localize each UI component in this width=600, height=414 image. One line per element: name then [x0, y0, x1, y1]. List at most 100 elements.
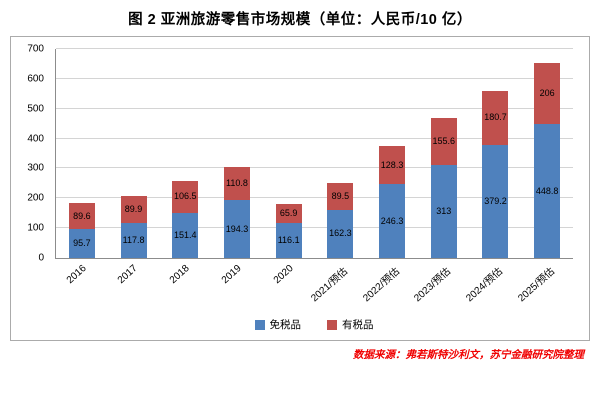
gridline — [56, 167, 573, 169]
data-label: 65.9 — [279, 208, 298, 218]
gridline — [56, 77, 573, 79]
bar-stack: 89.9 117.8 — [120, 49, 147, 258]
bar-group: 110.8 194.3 — [211, 49, 263, 258]
gridline — [56, 197, 573, 199]
bar-group: 89.6 95.7 — [56, 49, 108, 258]
bar-stack: 65.9 116.1 — [275, 49, 302, 258]
data-label: 162.3 — [329, 228, 352, 239]
data-label: 89.9 — [124, 203, 143, 214]
data-label: 246.3 — [380, 215, 404, 226]
x-tick-cell: 2018 — [159, 259, 211, 315]
bar-segment-taxed[interactable]: 206 — [534, 62, 561, 125]
y-tick-label: 700 — [27, 43, 44, 55]
x-tick-cell: 2023/预估 — [413, 259, 470, 315]
x-tick-label: 2016 — [64, 263, 89, 287]
bar-group: 206 448.8 — [521, 49, 573, 258]
bar-segment-duty-free[interactable]: 379.2 — [482, 144, 509, 258]
x-tick-cell: 2019 — [210, 259, 262, 315]
data-label: 89.6 — [73, 210, 91, 221]
legend-swatch-duty-free — [254, 319, 265, 330]
bar-segment-taxed[interactable]: 89.5 — [327, 182, 354, 210]
bar-segment-duty-free[interactable]: 116.1 — [275, 223, 302, 258]
data-label: 194.3 — [225, 223, 249, 234]
chart-title: 图 2 亚洲旅游零售市场规模（单位：人民币/10 亿） — [128, 12, 472, 28]
data-source: 数据来源：弗若斯特沙利文，苏宁金融研究院整理 — [353, 349, 584, 361]
bar-group: 180.7 379.2 — [470, 49, 522, 258]
x-axis: 2016 2017 2018 2019 2020 2021/预估 2022/预估 2023/预… — [55, 259, 573, 315]
gridline — [56, 107, 573, 109]
bar-segment-taxed[interactable]: 155.6 — [430, 118, 457, 165]
y-tick-label: 500 — [27, 103, 44, 115]
data-label: 89.5 — [331, 190, 350, 201]
bar-segment-taxed[interactable]: 180.7 — [482, 90, 509, 145]
bar-stack: 155.6 313 — [430, 49, 457, 258]
bar-segment-duty-free[interactable]: 194.3 — [223, 200, 250, 258]
bar-group: 128.3 246.3 — [366, 49, 418, 258]
data-label: 151.4 — [173, 229, 197, 240]
bar-stack: 89.6 95.7 — [68, 49, 95, 258]
data-label: 116.1 — [277, 235, 300, 246]
plot-area: 0 100 200 300 400 500 600 700 89.6 95.7 89.9 117.8… — [27, 44, 573, 264]
bar-group: 106.5 151.4 — [159, 49, 211, 258]
gridlines — [56, 48, 573, 258]
bar-segment-taxed[interactable]: 110.8 — [223, 166, 250, 200]
bar-stack: 106.5 151.4 — [172, 49, 199, 258]
bar-segment-duty-free[interactable]: 313 — [430, 164, 457, 258]
gridline — [56, 227, 573, 229]
data-label: 448.8 — [535, 185, 559, 196]
data-label: 106.5 — [173, 191, 197, 202]
legend-swatch-taxed — [327, 319, 337, 330]
bars-container: 89.6 95.7 89.9 117.8 106.5 151.4 110.8 194.3 65.… — [56, 49, 573, 258]
data-label: 128.3 — [380, 159, 404, 170]
data-label: 155.6 — [432, 135, 456, 146]
x-tick-cell: 2021/预估 — [309, 259, 366, 315]
y-tick-label: 300 — [27, 162, 44, 174]
legend-item-taxed: 有税品 — [327, 317, 374, 332]
y-tick-label: 200 — [27, 192, 44, 204]
data-label: 206 — [539, 87, 555, 98]
data-label: 313 — [436, 205, 452, 216]
y-tick-label: 600 — [27, 73, 44, 85]
bar-group: 89.9 117.8 — [108, 49, 160, 258]
bar-stack: 89.5 162.3 — [327, 49, 354, 258]
bar-stack: 110.8 194.3 — [223, 49, 250, 258]
bar-segment-duty-free[interactable]: 448.8 — [534, 124, 561, 258]
legend-item-duty-free: 免税品 — [254, 317, 302, 332]
y-tick-label: 400 — [27, 133, 44, 145]
bar-segment-duty-free[interactable]: 95.7 — [68, 229, 95, 258]
bar-segment-taxed[interactable]: 89.6 — [68, 202, 95, 230]
x-tick-label: 2018 — [167, 263, 192, 287]
x-tick-cell: 2016 — [55, 259, 107, 315]
gridline — [56, 137, 573, 139]
legend: 免税品 有税品 — [55, 317, 573, 332]
data-label: 95.7 — [73, 238, 91, 249]
x-tick-cell: 2025/预估 — [516, 259, 573, 315]
x-tick-label: 2019 — [219, 263, 244, 287]
y-tick-label: 0 — [38, 252, 44, 264]
x-tick-cell: 2017 — [107, 259, 159, 315]
bar-segment-taxed[interactable]: 65.9 — [275, 203, 302, 224]
bar-segment-taxed[interactable]: 128.3 — [379, 146, 406, 185]
bar-segment-taxed[interactable]: 89.9 — [120, 196, 147, 223]
y-axis: 0 100 200 300 400 500 600 700 — [16, 44, 50, 264]
data-label: 379.2 — [484, 195, 507, 206]
bar-segment-duty-free[interactable]: 246.3 — [379, 184, 406, 258]
bar-group: 89.5 162.3 — [315, 49, 367, 258]
legend-label-duty-free: 免税品 — [269, 319, 302, 331]
bar-stack: 206 448.8 — [534, 49, 561, 258]
chart-frame: 0 100 200 300 400 500 600 700 89.6 95.7 89.9 117.8… — [10, 36, 590, 341]
bar-stack: 180.7 379.2 — [482, 49, 509, 258]
bar-stack: 128.3 246.3 — [379, 49, 406, 258]
bar-segment-taxed[interactable]: 106.5 — [172, 181, 199, 213]
bar-group: 65.9 116.1 — [263, 49, 315, 258]
bar-segment-duty-free[interactable]: 162.3 — [327, 209, 354, 258]
x-tick-cell: 2022/预估 — [361, 259, 418, 315]
bar-segment-duty-free[interactable]: 151.4 — [172, 212, 199, 258]
data-label: 117.8 — [122, 234, 145, 245]
y-tick-label: 100 — [27, 222, 44, 234]
x-tick-cell: 2024/预估 — [464, 259, 521, 315]
bar-segment-duty-free[interactable]: 117.8 — [120, 222, 147, 258]
x-tick-label: 2017 — [116, 263, 141, 287]
x-tick-label: 2020 — [271, 263, 296, 287]
